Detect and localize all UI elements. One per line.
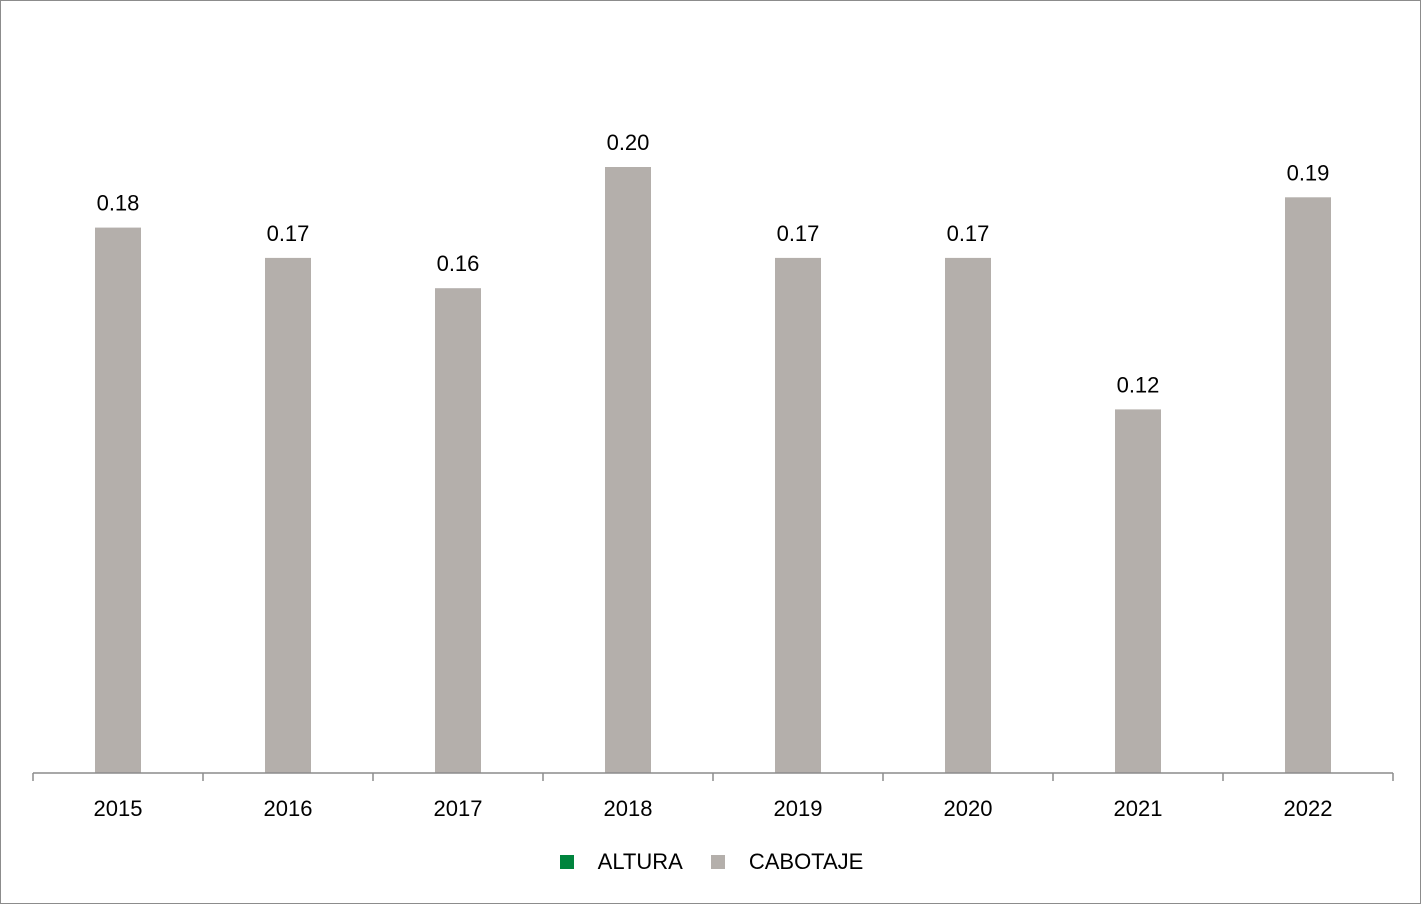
data-label-2018: 0.20 xyxy=(607,130,650,155)
x-tick-label-2016: 2016 xyxy=(264,796,313,821)
legend: ALTURA CABOTAJE xyxy=(1,849,1421,875)
bar-2022 xyxy=(1285,197,1331,774)
x-tick-label-2019: 2019 xyxy=(774,796,823,821)
bar-2018 xyxy=(605,167,651,773)
legend-item-cabotaje: CABOTAJE xyxy=(710,849,864,875)
legend-item-altura: ALTURA xyxy=(559,849,683,875)
x-tick-label-2018: 2018 xyxy=(604,796,653,821)
data-label-2017: 0.16 xyxy=(437,251,480,276)
data-label-2020: 0.17 xyxy=(947,221,990,246)
bar-2015 xyxy=(95,227,141,774)
legend-label-altura: ALTURA xyxy=(597,849,683,874)
bar-2021 xyxy=(1115,409,1161,773)
data-label-2021: 0.12 xyxy=(1117,372,1160,397)
x-tick-label-2017: 2017 xyxy=(434,796,483,821)
data-label-2015: 0.18 xyxy=(97,191,140,216)
bar-2016 xyxy=(265,257,311,773)
data-label-2016: 0.17 xyxy=(267,221,310,246)
legend-swatch-cabotaje xyxy=(710,855,725,869)
bar-2020 xyxy=(945,257,991,773)
bar-2017 xyxy=(435,288,481,773)
x-tick-label-2022: 2022 xyxy=(1284,796,1333,821)
x-tick-label-2021: 2021 xyxy=(1114,796,1163,821)
bar-2019 xyxy=(775,257,821,773)
data-label-2022: 0.19 xyxy=(1287,160,1330,185)
legend-swatch-altura xyxy=(559,855,574,869)
x-tick-label-2020: 2020 xyxy=(944,796,993,821)
legend-label-cabotaje: CABOTAJE xyxy=(748,849,864,874)
x-tick-label-2015: 2015 xyxy=(94,796,143,821)
data-label-2019: 0.17 xyxy=(777,221,820,246)
